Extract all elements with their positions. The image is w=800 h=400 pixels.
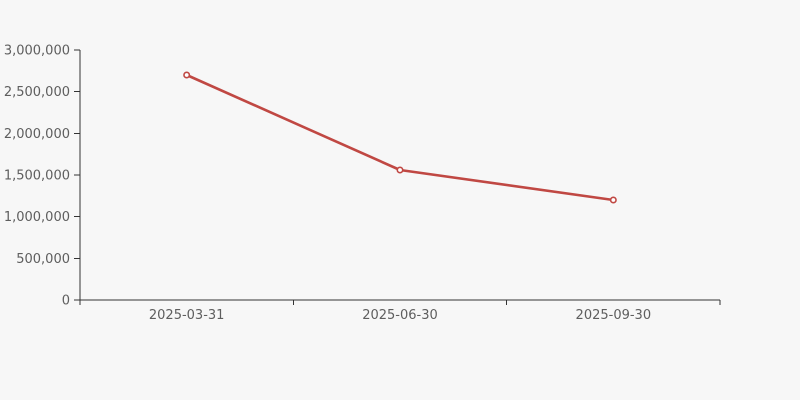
y-axis-tick-label: 1,000,000 [4, 210, 70, 225]
x-axis-tick-label: 2025-06-30 [362, 308, 438, 323]
x-axis-tick-label: 2025-09-30 [576, 308, 652, 323]
data-point-marker[interactable] [183, 71, 191, 79]
data-point-marker[interactable] [609, 196, 617, 204]
y-axis-tick-label: 0 [62, 294, 70, 309]
y-axis-tick-label: 3,000,000 [4, 44, 70, 59]
y-axis-tick-label: 500,000 [16, 252, 70, 267]
data-point-marker[interactable] [396, 166, 404, 174]
series-line [185, 73, 615, 202]
x-axis-tick-label: 2025-03-31 [149, 308, 225, 323]
y-axis-tick-label: 1,500,000 [4, 169, 70, 184]
y-axis-tick-label: 2,000,000 [4, 127, 70, 142]
y-axis-tick-label: 2,500,000 [4, 85, 70, 100]
